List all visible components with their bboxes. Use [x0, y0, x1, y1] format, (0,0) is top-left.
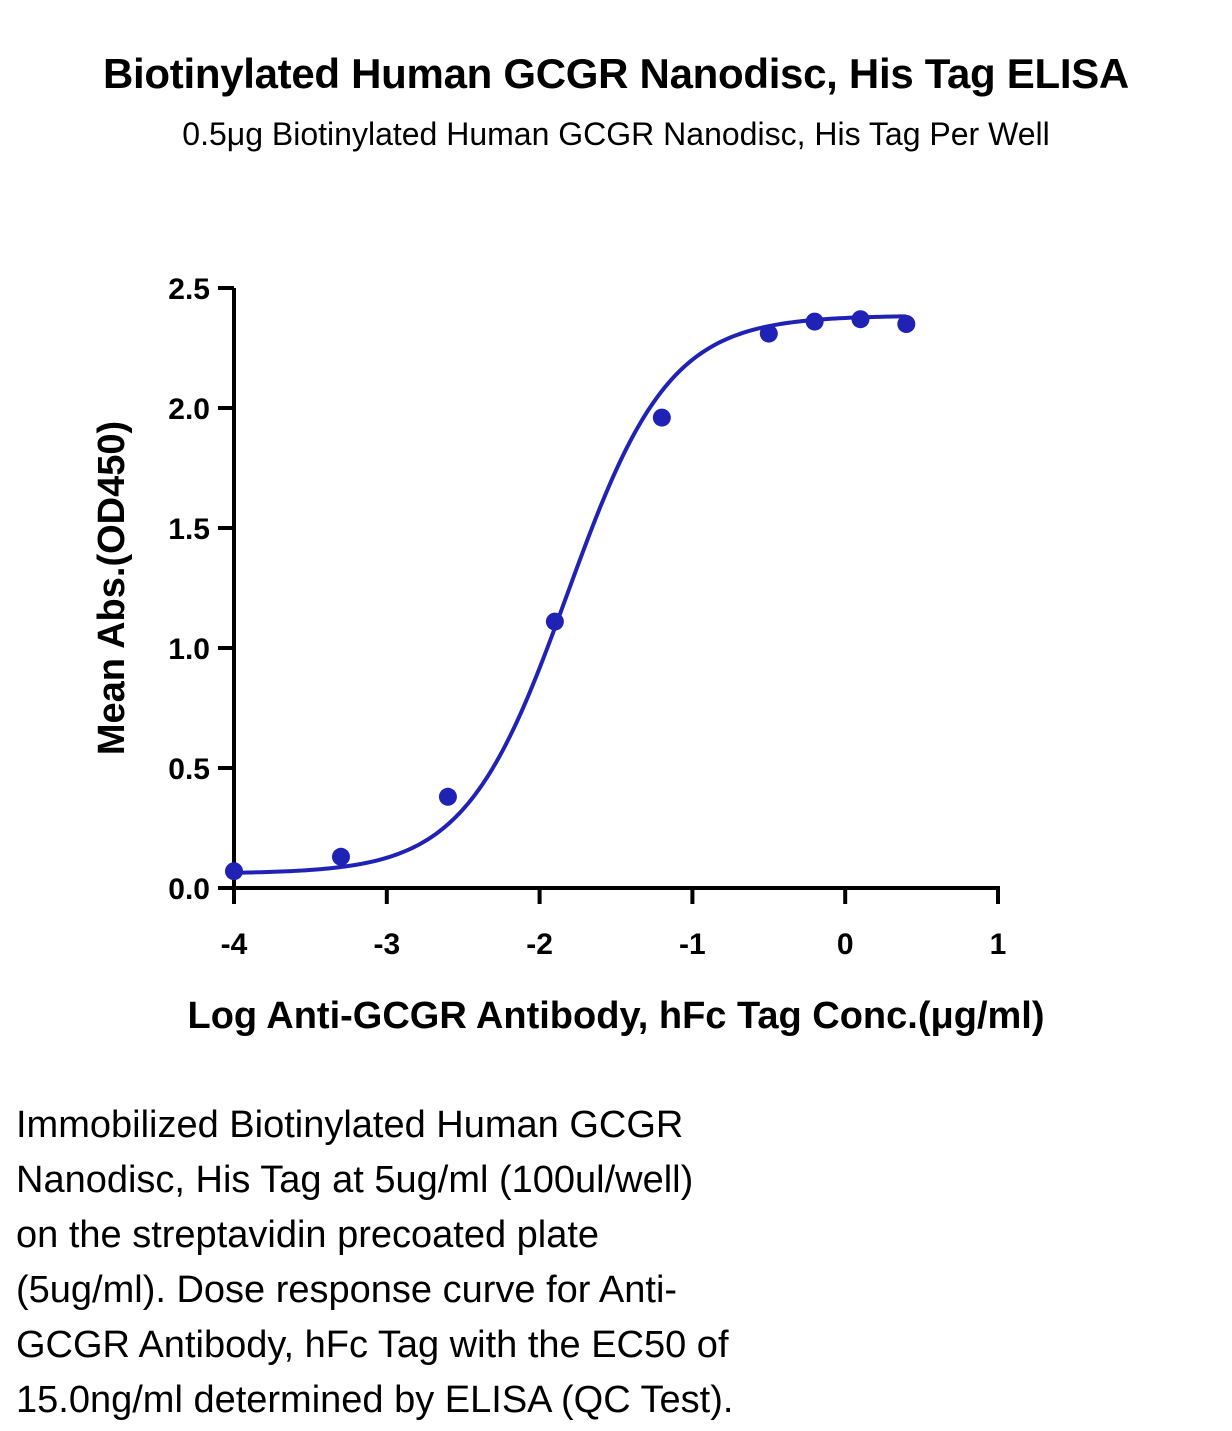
caption-line: Nanodisc, His Tag at 5ug/ml (100ul/well) — [16, 1159, 694, 1201]
y-tick-label: 0.0 — [168, 873, 210, 906]
y-tick-label: 2.5 — [168, 273, 210, 306]
x-tick-label: -1 — [679, 928, 706, 961]
caption-line: (5ug/ml). Dose response curve for Anti- — [16, 1269, 678, 1311]
data-point — [759, 324, 778, 343]
y-axis-title: Mean Abs.(OD450) — [91, 421, 133, 755]
data-point — [805, 312, 824, 331]
caption-line: on the streptavidin precoated plate — [16, 1214, 600, 1256]
fit-layer — [233, 314, 907, 875]
caption-line: Immobilized Biotinylated Human GCGR — [16, 1104, 684, 1146]
y-tick-label: 2.0 — [168, 393, 210, 426]
data-point — [225, 862, 243, 881]
data-point — [438, 787, 457, 806]
x-axis-title: Log Anti-GCGR Antibody, hFc Tag Conc.(μg… — [187, 995, 1044, 1037]
y-tick-label: 1.0 — [168, 633, 210, 666]
x-tick-label: 0 — [837, 928, 854, 961]
elisa-chart: 0.0 0.5 1.0 1.5 2.0 2.5 -4 -3 -2 -1 0 1 Log Anti-GC… — [91, 273, 1045, 1037]
caption-line: GCGR Antibody, hFc Tag with the EC50 of — [16, 1324, 729, 1366]
chart-title: Biotinylated Human GCGR Nanodisc, His Ta… — [103, 50, 1129, 97]
y-tick-label: 1.5 — [168, 513, 210, 546]
axes — [232, 288, 1000, 890]
x-tick-label: -2 — [526, 928, 553, 961]
data-point — [331, 847, 350, 866]
x-tick-label: -4 — [221, 928, 248, 961]
chart-subtitle: 0.5μg Biotinylated Human GCGR Nanodisc, … — [182, 116, 1050, 152]
caption-line: 15.0ng/ml determined by ELISA (QC Test). — [16, 1379, 734, 1421]
data-point — [652, 408, 671, 427]
data-point — [851, 310, 870, 329]
y-tick-label: 0.5 — [168, 753, 210, 786]
x-tick-label: -3 — [373, 928, 400, 961]
fit-curve — [233, 314, 907, 875]
ticks: 0.0 0.5 1.0 1.5 2.0 2.5 -4 -3 -2 -1 0 1 — [168, 273, 1006, 961]
data-point — [545, 612, 564, 631]
figure-caption: Immobilized Biotinylated Human GCGR Nano… — [16, 1098, 1016, 1428]
data-points — [225, 310, 916, 881]
data-point — [897, 315, 916, 333]
x-tick-label: 1 — [990, 928, 1007, 961]
